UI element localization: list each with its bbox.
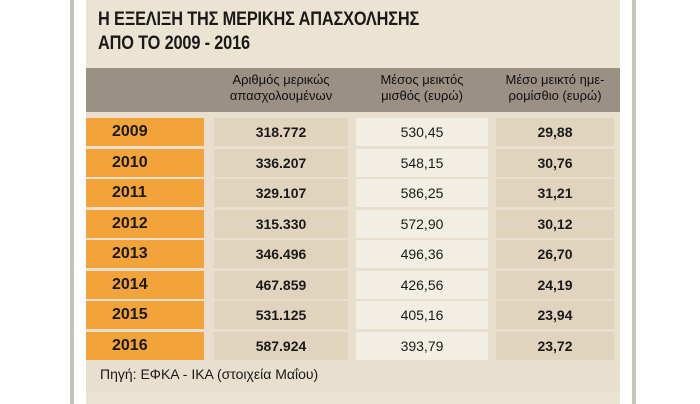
- source-note: Πηγή: ΕΦΚΑ - ΙΚΑ (στοιχεία Μαΐου): [100, 366, 319, 382]
- row-year-label: 2015: [86, 301, 204, 329]
- row-year-label: 2014: [86, 271, 204, 299]
- column-header-line: Μέσο μεικτό ημε-: [505, 72, 605, 87]
- row-year-label: 2013: [86, 240, 204, 268]
- table-cell: 30,12: [496, 210, 614, 238]
- table-cell: 496,36: [356, 240, 488, 268]
- column-header-gross-salary: Μέσος μεικτός μισθός (ευρώ): [356, 72, 488, 112]
- table-cell: 30,76: [496, 149, 614, 177]
- column-header-line: Μέσος μεικτός: [380, 72, 464, 87]
- column-header-part-time-workers: Αριθμός μερικώς απασχολουμένων: [214, 72, 348, 112]
- title-line-1: Η ΕΞΕΛΙΞΗ ΤΗΣ ΜΕΡΙΚΗΣ ΑΠΑΣΧΟΛΗΣΗΣ: [98, 9, 420, 30]
- row-year-label: 2010: [86, 149, 204, 177]
- chart-title: Η ΕΞΕΛΙΞΗ ΤΗΣ ΜΕΡΙΚΗΣ ΑΠΑΣΧΟΛΗΣΗΣ ΑΠΟ ΤΟ…: [98, 8, 537, 56]
- table-cell: 467.859: [214, 271, 348, 299]
- table-cell: 31,21: [496, 179, 614, 207]
- infographic-panel: Η ΕΞΕΛΙΞΗ ΤΗΣ ΜΕΡΙΚΗΣ ΑΠΑΣΧΟΛΗΣΗΣ ΑΠΟ ΤΟ…: [86, 0, 620, 404]
- table-cell: 587.924: [214, 332, 348, 360]
- column-header-daily-wage: Μέσο μεικτό ημε- ρομίσθιο (ευρώ): [496, 72, 614, 112]
- row-year-label: 2011: [86, 179, 204, 207]
- table-cell: 405,16: [356, 301, 488, 329]
- table-cell: 531.125: [214, 301, 348, 329]
- title-line-2: ΑΠΟ ΤΟ 2009 - 2016: [98, 33, 250, 54]
- table-cell: 586,25: [356, 179, 488, 207]
- table-cell: 572,90: [356, 210, 488, 238]
- table-cell: 23,94: [496, 301, 614, 329]
- table-cell: 23,72: [496, 332, 614, 360]
- table-cell: 318.772: [214, 118, 348, 146]
- table-cell: 530,45: [356, 118, 488, 146]
- column-header-line: Αριθμός μερικώς: [232, 72, 330, 87]
- table-cell: 346.496: [214, 240, 348, 268]
- table-cell: 336.207: [214, 149, 348, 177]
- table-cell: 29,88: [496, 118, 614, 146]
- infographic-frame: Η ΕΞΕΛΙΞΗ ΤΗΣ ΜΕΡΙΚΗΣ ΑΠΑΣΧΟΛΗΣΗΣ ΑΠΟ ΤΟ…: [70, 0, 636, 404]
- row-year-label: 2009: [86, 118, 204, 146]
- column-header-line: μισθός (ευρώ): [381, 88, 463, 103]
- table-cell: 393,79: [356, 332, 488, 360]
- table-cell: 315.330: [214, 210, 348, 238]
- table-cell: 26,70: [496, 240, 614, 268]
- table-cell: 548,15: [356, 149, 488, 177]
- column-header-line: απασχολουμένων: [229, 88, 333, 103]
- table-cell: 329.107: [214, 179, 348, 207]
- table-cell: 426,56: [356, 271, 488, 299]
- table-header: [86, 68, 620, 112]
- table-cell: 24,19: [496, 271, 614, 299]
- column-header-line: ρομίσθιο (ευρώ): [508, 88, 602, 103]
- row-year-label: 2012: [86, 210, 204, 238]
- row-year-label: 2016: [86, 332, 204, 360]
